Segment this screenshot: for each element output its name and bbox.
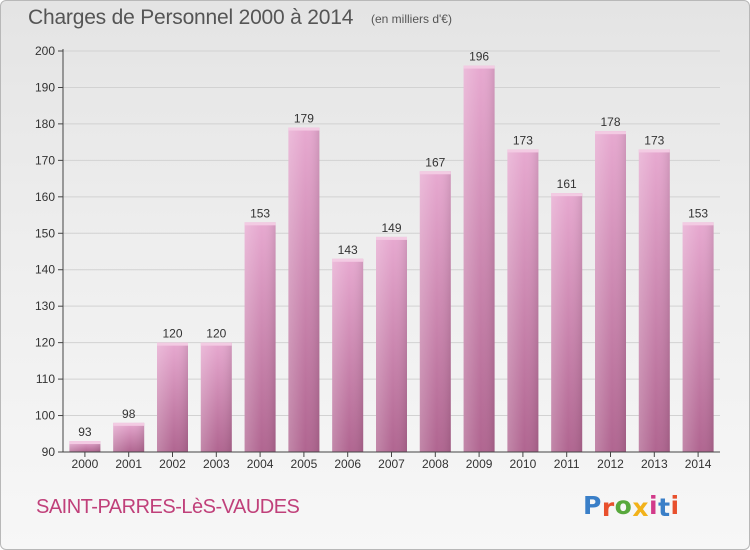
bar-top-edge	[157, 342, 188, 346]
y-tick-label: 90	[42, 445, 56, 459]
bar-top-edge	[244, 222, 276, 226]
data-label: 143	[338, 243, 358, 257]
y-tick-label: 180	[35, 117, 55, 131]
bar-shade	[463, 65, 495, 452]
data-label: 167	[425, 155, 445, 169]
bar-top-edge	[463, 65, 495, 69]
x-tick-label: 2010	[510, 457, 537, 471]
data-label: 120	[162, 327, 182, 341]
data-label: 196	[469, 50, 489, 64]
commune-name: SAINT-PARRES-LèS-VAUDES	[36, 496, 300, 518]
x-tick-label: 2012	[597, 457, 624, 471]
y-tick-label: 200	[35, 44, 55, 58]
x-tick-label: 2014	[685, 457, 712, 471]
bar-top-edge	[507, 149, 539, 153]
y-tick-label: 170	[35, 153, 55, 167]
data-labels: 93 98 120 120 153 179 143 149 167 196 173 161 178 173…	[78, 50, 708, 439]
bar-shade	[551, 193, 583, 452]
x-tick-label: 2000	[72, 457, 99, 471]
data-label: 153	[250, 206, 270, 220]
bar-top-edge	[288, 127, 320, 131]
bar-shade	[200, 342, 232, 452]
bar-top-edge	[682, 222, 714, 226]
bar-top-edge	[376, 236, 407, 240]
chart-subtitle: (en milliers d'€)	[371, 12, 452, 26]
y-tick-label: 140	[35, 263, 55, 277]
data-label: 178	[600, 115, 620, 129]
bar-shade	[595, 131, 626, 452]
y-tick-label: 100	[35, 409, 55, 423]
bar-top-edge	[69, 441, 101, 445]
bar-top-edge	[638, 149, 670, 153]
logo-letter: P	[583, 491, 602, 520]
y-tick-label: 150	[35, 226, 55, 240]
bar-top-edge	[113, 422, 145, 426]
chart-title: Charges de Personnel 2000 à 2014	[28, 6, 354, 29]
logo-letter: i	[649, 491, 659, 520]
bar-shade	[332, 258, 364, 452]
bar-shade	[244, 222, 276, 452]
data-label: 149	[381, 221, 401, 235]
proxiti-logo: Proxiti	[583, 491, 680, 522]
bar-shade	[157, 342, 188, 452]
bar-shade	[376, 236, 407, 452]
y-tick-label: 190	[35, 80, 55, 94]
x-tick-label: 2005	[291, 457, 318, 471]
data-label: 93	[78, 425, 92, 439]
bar-top-edge	[419, 171, 451, 175]
bar-shade	[69, 441, 101, 452]
bar-shade	[507, 149, 539, 452]
x-tick-label: 2006	[334, 457, 361, 471]
bar-shade	[419, 171, 451, 453]
x-tick-label: 2009	[466, 457, 493, 471]
y-tick-label: 120	[35, 336, 55, 350]
logo-letter: o	[614, 491, 633, 520]
bar-shade	[638, 149, 670, 452]
x-tick-label: 2013	[641, 457, 668, 471]
x-tick-label: 2002	[159, 457, 186, 471]
logo-letter: x	[632, 493, 649, 522]
bar-top-edge	[332, 258, 364, 262]
y-tick-label: 130	[35, 299, 55, 313]
logo-letter: t	[658, 493, 671, 522]
x-tick-label: 2007	[378, 457, 405, 471]
bar-top-edge	[200, 342, 232, 346]
data-label: 173	[513, 133, 533, 147]
x-tick-label: 2001	[115, 457, 142, 471]
bar-shade	[288, 127, 320, 453]
logo-letter: i	[670, 491, 680, 520]
y-tick-label: 160	[35, 190, 55, 204]
bar-top-edge	[551, 193, 583, 197]
data-label: 179	[294, 112, 314, 126]
data-label: 120	[206, 327, 226, 341]
bar-shade	[682, 222, 714, 452]
x-tick-label: 2003	[203, 457, 230, 471]
data-label: 173	[644, 133, 664, 147]
x-tick-label: 2008	[422, 457, 449, 471]
y-tick-label: 110	[36, 372, 55, 386]
bars	[69, 65, 714, 453]
axes: 90 100 110 120 130 140 150 160 170 180 190 200 2000 2…	[35, 44, 720, 471]
logo-letter: r	[601, 493, 615, 522]
x-tick-label: 2004	[247, 457, 274, 471]
data-label: 153	[688, 206, 708, 220]
bar-top-edge	[595, 131, 626, 135]
data-label: 161	[557, 177, 577, 191]
bar-shade	[113, 422, 145, 452]
data-label: 98	[122, 407, 136, 421]
x-tick-label: 2011	[554, 457, 580, 471]
